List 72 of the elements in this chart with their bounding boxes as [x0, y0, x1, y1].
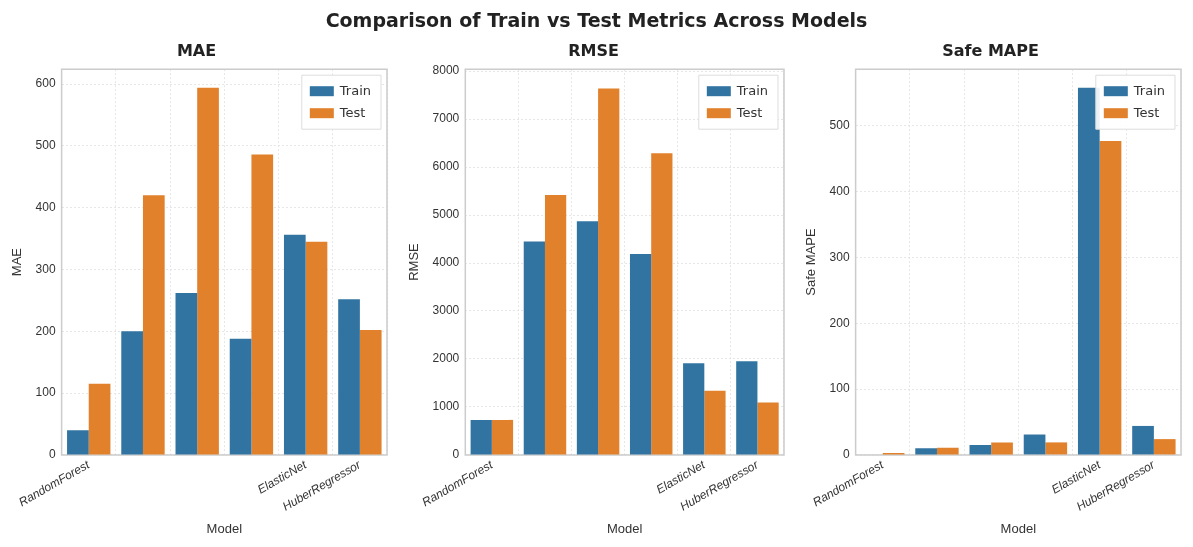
- y-tick-label: 3000: [432, 303, 460, 318]
- y-tick-label: 0: [452, 447, 460, 462]
- bar: [598, 88, 620, 455]
- bar: [229, 338, 252, 455]
- y-tick-label: 300: [829, 249, 850, 264]
- y-tick-label: 5000: [432, 207, 460, 222]
- bar: [470, 419, 492, 455]
- bar: [197, 87, 219, 455]
- y-tick-label: 500: [829, 118, 850, 133]
- bar: [915, 448, 937, 455]
- y-tick-label: 400: [35, 199, 56, 214]
- legend-label: Test: [1132, 104, 1160, 120]
- bar: [305, 241, 328, 455]
- bar: [1099, 140, 1122, 455]
- bar: [142, 195, 165, 455]
- bar: [67, 430, 89, 455]
- y-axis-title: MAE: [9, 247, 25, 277]
- y-tick-label: 4000: [432, 255, 460, 270]
- bar: [359, 330, 382, 455]
- bar: [1153, 439, 1176, 455]
- bar: [121, 331, 143, 455]
- y-tick-label: 0: [48, 447, 56, 462]
- bar: [629, 253, 652, 455]
- bar: [736, 361, 758, 455]
- text: Comparison of Train vs Test Metrics Across Models: [325, 9, 868, 31]
- y-tick-label: 400: [829, 183, 850, 198]
- y-axis-title: RMSE: [406, 242, 422, 281]
- y-tick-label: 2000: [432, 351, 460, 366]
- y-axis-title: Safe MAPE: [803, 228, 819, 296]
- legend-label: Test: [735, 104, 763, 120]
- chart-title: RMSE: [568, 40, 619, 60]
- bar: [969, 445, 992, 455]
- y-tick-label: 500: [35, 138, 56, 153]
- bar: [523, 241, 545, 455]
- bar: [1045, 442, 1068, 455]
- y-tick-label: 200: [35, 323, 56, 338]
- legend-label: Train: [1132, 82, 1166, 98]
- bar: [683, 363, 705, 455]
- legend-label: Train: [735, 82, 769, 98]
- bar: [88, 383, 111, 455]
- y-tick-label: 8000: [432, 63, 460, 78]
- y-tick-label: 100: [829, 381, 850, 396]
- bar: [757, 402, 779, 455]
- y-tick-label: 1000: [432, 399, 460, 414]
- bar: [576, 221, 599, 455]
- bar: [651, 153, 673, 455]
- bar: [491, 419, 514, 455]
- x-axis-title: Model: [206, 520, 243, 536]
- legend-label: Train: [338, 82, 372, 98]
- chart-title: Safe MAPE: [942, 40, 1039, 60]
- y-tick-label: 7000: [432, 111, 460, 126]
- bar: [936, 447, 959, 455]
- bar: [338, 299, 360, 455]
- x-axis-title: Model: [1000, 520, 1037, 536]
- y-tick-label: 100: [35, 385, 56, 400]
- bar: [1077, 87, 1100, 455]
- y-tick-label: 0: [842, 447, 850, 462]
- y-tick-label: 6000: [432, 159, 460, 174]
- x-axis-title: Model: [606, 520, 643, 536]
- legend-label: Test: [338, 104, 366, 120]
- bar: [251, 154, 274, 455]
- bar: [1023, 434, 1046, 455]
- bar: [991, 442, 1013, 455]
- bar: [175, 292, 198, 455]
- bar: [1132, 425, 1154, 455]
- y-tick-label: 200: [829, 315, 850, 330]
- bar: [283, 234, 306, 455]
- y-tick-label: 300: [35, 261, 56, 276]
- bar: [544, 194, 567, 455]
- bar: [704, 390, 726, 455]
- y-tick-label: 600: [35, 76, 56, 91]
- chart-title: MAE: [176, 40, 217, 60]
